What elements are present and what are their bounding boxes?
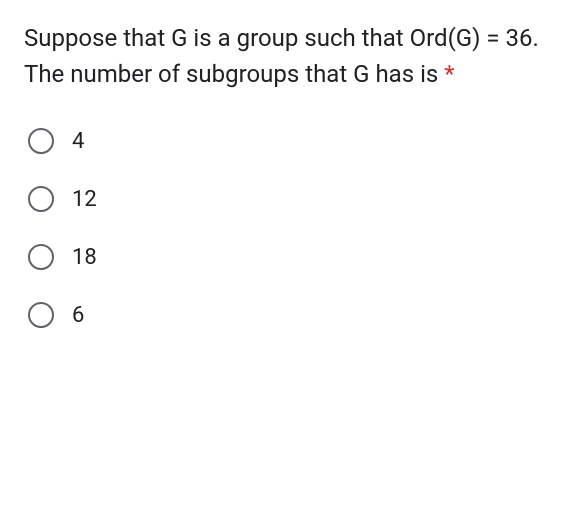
option-row[interactable]: 4 xyxy=(28,128,555,154)
option-row[interactable]: 12 xyxy=(28,186,555,212)
radio-icon[interactable] xyxy=(28,128,54,154)
options-container: 4 12 18 6 xyxy=(24,128,555,328)
required-asterisk: * xyxy=(444,60,454,88)
option-label: 12 xyxy=(72,187,97,212)
radio-icon[interactable] xyxy=(28,186,54,212)
option-label: 6 xyxy=(72,303,84,328)
radio-icon[interactable] xyxy=(28,302,54,328)
option-row[interactable]: 18 xyxy=(28,244,555,270)
option-row[interactable]: 6 xyxy=(28,302,555,328)
radio-icon[interactable] xyxy=(28,244,54,270)
question-text: Suppose that G is a group such that Ord(… xyxy=(24,20,555,92)
option-label: 18 xyxy=(72,245,97,270)
option-label: 4 xyxy=(72,129,84,154)
question-body: Suppose that G is a group such that Ord(… xyxy=(24,24,539,88)
